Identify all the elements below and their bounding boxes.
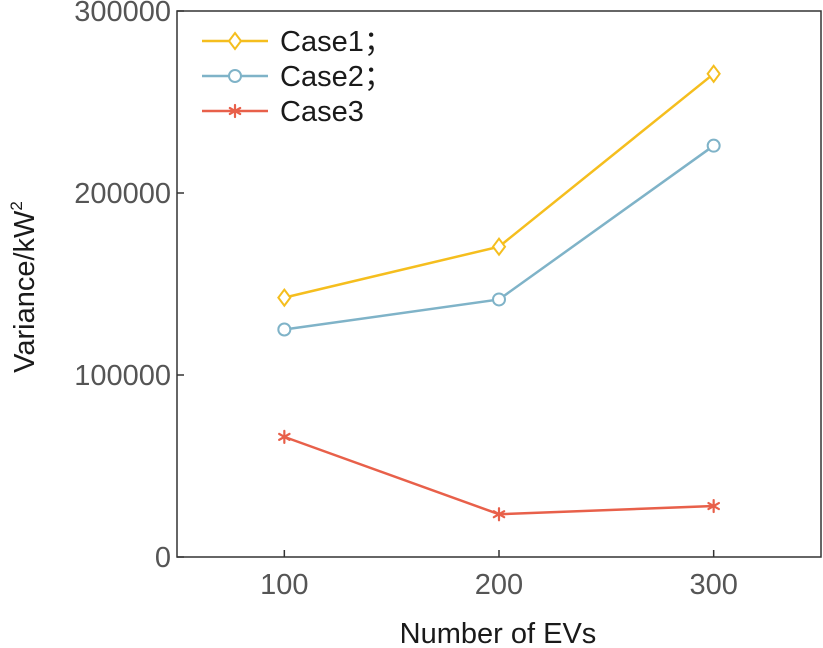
legend-label: Case3 (280, 96, 364, 128)
y-axis-title: Variance/kW2 (7, 201, 41, 373)
series-1 (277, 64, 721, 308)
legend-marker (227, 31, 243, 51)
data-point (277, 287, 292, 308)
y-axis-title-text: Variance/kW (9, 210, 41, 373)
data-point (706, 138, 721, 153)
legend: Case1；Case2；Case3 (202, 26, 393, 128)
legend-item: Case1； (202, 26, 393, 58)
data-point (707, 498, 720, 514)
legend-marker (228, 103, 242, 119)
y-tick-label: 300000 (74, 0, 171, 28)
data-point (492, 507, 506, 522)
plot-frame (176, 10, 822, 558)
data-point (492, 292, 506, 307)
y-tick-label: 100000 (74, 360, 171, 392)
legend-label: Case1； (280, 26, 393, 58)
legend-marker (228, 69, 242, 83)
legend-item: Case3 (202, 96, 364, 128)
series-2 (277, 138, 721, 337)
x-tick-label: 200 (475, 569, 523, 601)
series-line (283, 435, 714, 516)
x-tick-label: 100 (260, 569, 308, 601)
series-3 (278, 429, 720, 522)
legend-label: Case2； (280, 61, 393, 93)
y-axis-ticks: 0 100000 200000 300000 (74, 0, 184, 574)
y-tick-label: 200000 (74, 178, 171, 210)
data-point (491, 237, 507, 257)
data-point (277, 322, 292, 337)
y-tick-label: 0 (155, 542, 171, 574)
series-layer (277, 64, 721, 522)
legend-item: Case2； (202, 61, 393, 93)
x-axis-title: Number of EVs (400, 618, 597, 648)
data-point (278, 429, 291, 444)
x-axis-ticks: 100 200 300 (260, 550, 738, 601)
y-axis-title-superscript: 2 (7, 201, 26, 210)
x-tick-label: 300 (689, 569, 737, 601)
data-point (706, 64, 721, 84)
